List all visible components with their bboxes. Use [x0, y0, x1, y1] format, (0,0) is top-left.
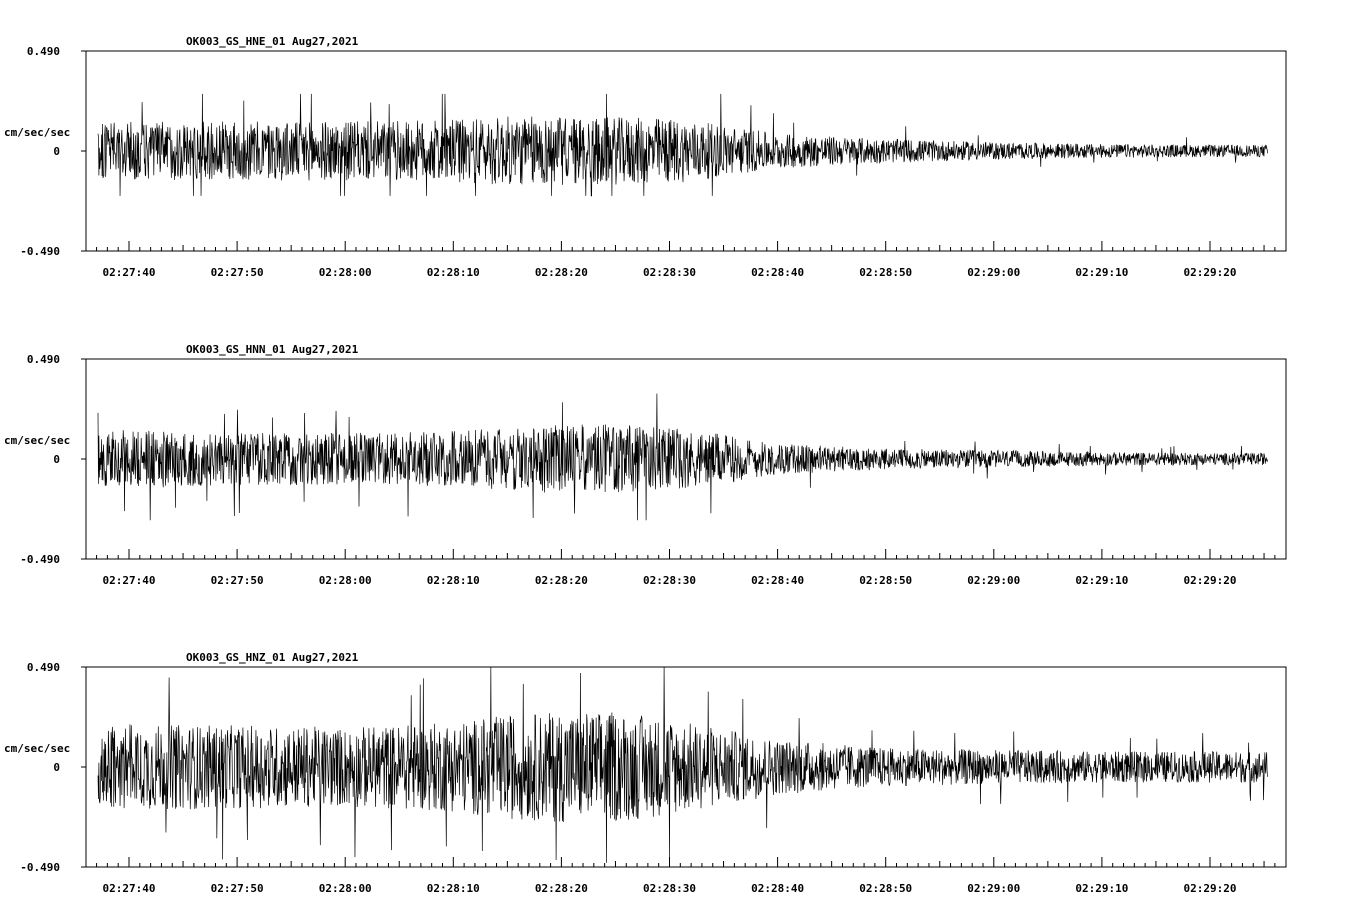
y-tick-label-max: 0.490: [27, 45, 60, 58]
chart-panel-2: OK003_GS_HNN_01 Aug27,2021 0.490 0 -0.490 cm…: [4, 343, 1287, 587]
x-tick-label: 02:28:20: [535, 882, 588, 895]
x-tick-label: 02:29:20: [1184, 882, 1237, 895]
x-tick-label: 02:28:00: [319, 266, 372, 279]
x-tick-label: 02:29:20: [1184, 266, 1237, 279]
waveform-trace: [97, 393, 1268, 521]
x-tick-label: 02:28:20: [535, 574, 588, 587]
x-tick-label: 02:28:30: [643, 882, 696, 895]
x-tick-label: 02:28:00: [319, 574, 372, 587]
y-tick-label-max: 0.490: [27, 661, 60, 674]
x-tick-label: 02:29:00: [967, 882, 1020, 895]
x-tick-label: 02:27:40: [103, 882, 156, 895]
waveform-trace: [97, 666, 1268, 863]
x-tick-label: 02:27:50: [211, 574, 264, 587]
y-tick-label-zero: 0: [53, 761, 60, 774]
x-tick-label: 02:29:00: [967, 574, 1020, 587]
x-tick-label: 02:29:00: [967, 266, 1020, 279]
x-tick-label: 02:28:30: [643, 266, 696, 279]
y-axis-label: cm/sec/sec: [4, 434, 70, 447]
x-tick-label: 02:28:40: [751, 574, 804, 587]
y-axis-label: cm/sec/sec: [4, 126, 70, 139]
y-tick-label-zero: 0: [53, 145, 60, 158]
x-tick-label: 02:28:50: [859, 574, 912, 587]
chart-panel-1: OK003_GS_HNE_01 Aug27,2021 0.490 0 -0.490 cm…: [4, 35, 1287, 279]
x-tick-label: 02:28:40: [751, 266, 804, 279]
x-tick-label: 02:29:20: [1184, 574, 1237, 587]
y-tick-label-min: -0.490: [20, 553, 60, 566]
x-tick-label: 02:28:20: [535, 266, 588, 279]
chart-title: OK003_GS_HNZ_01 Aug27,2021: [186, 651, 359, 664]
x-tick-label: 02:28:40: [751, 882, 804, 895]
x-tick-label: 02:29:10: [1075, 574, 1128, 587]
chart-panel-3: OK003_GS_HNZ_01 Aug27,2021 0.490 0 -0.490 cm…: [4, 651, 1287, 895]
y-tick-label-max: 0.490: [27, 353, 60, 366]
x-tick-label: 02:28:10: [427, 882, 480, 895]
waveform-trace: [97, 93, 1268, 197]
x-tick-label: 02:27:50: [211, 882, 264, 895]
x-tick-label: 02:29:10: [1075, 266, 1128, 279]
x-tick-label: 02:27:40: [103, 574, 156, 587]
y-axis-label: cm/sec/sec: [4, 742, 70, 755]
y-tick-label-zero: 0: [53, 453, 60, 466]
x-tick-label: 02:29:10: [1075, 882, 1128, 895]
chart-title: OK003_GS_HNE_01 Aug27,2021: [186, 35, 359, 48]
x-tick-label: 02:27:50: [211, 266, 264, 279]
y-tick-label-min: -0.490: [20, 245, 60, 258]
x-tick-label: 02:28:30: [643, 574, 696, 587]
chart-title: OK003_GS_HNN_01 Aug27,2021: [186, 343, 359, 356]
y-tick-label-min: -0.490: [20, 861, 60, 874]
x-tick-label: 02:28:50: [859, 266, 912, 279]
x-tick-label: 02:28:10: [427, 266, 480, 279]
plot-frame: [85, 358, 1287, 560]
x-tick-label: 02:27:40: [103, 266, 156, 279]
x-tick-label: 02:28:50: [859, 882, 912, 895]
x-tick-label: 02:28:00: [319, 882, 372, 895]
x-tick-label: 02:28:10: [427, 574, 480, 587]
